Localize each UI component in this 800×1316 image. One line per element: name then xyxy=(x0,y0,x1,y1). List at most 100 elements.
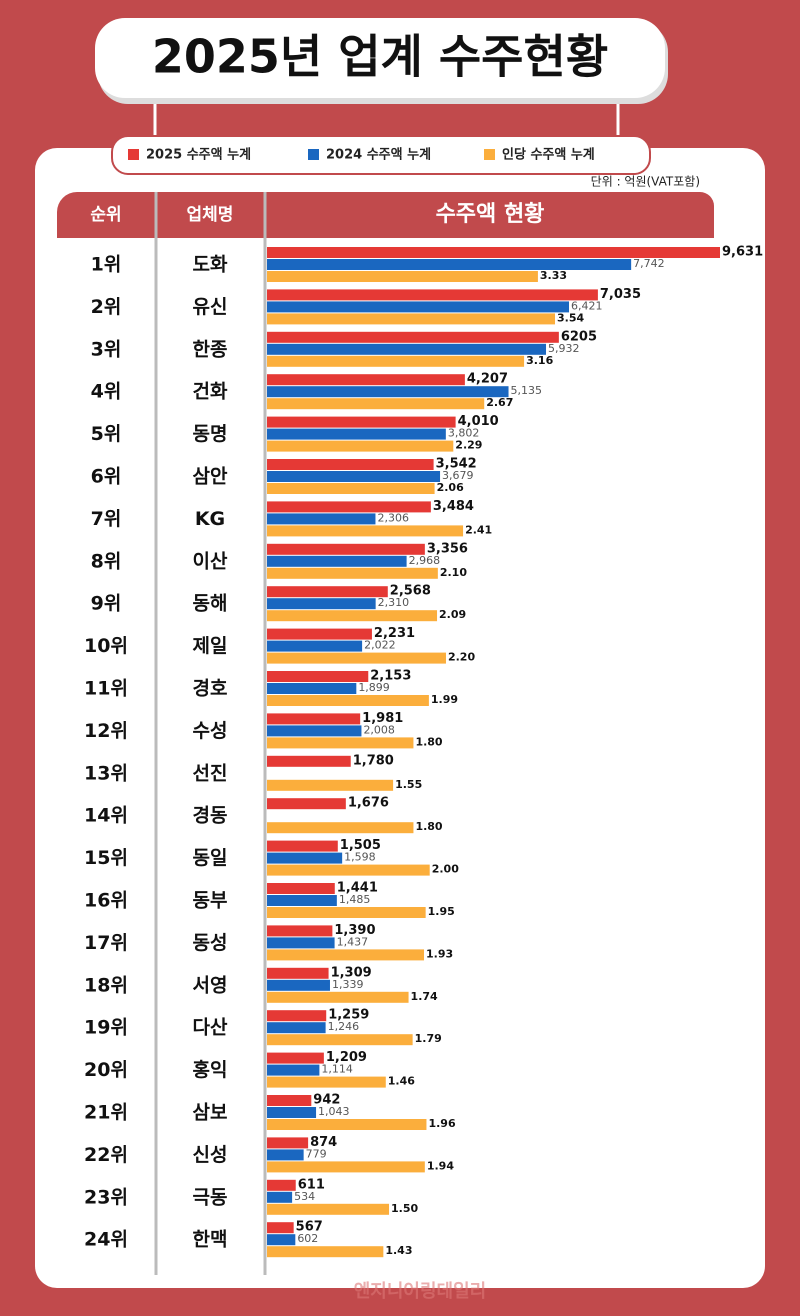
column-header: 업체명 xyxy=(187,205,234,225)
value-label: 1.80 xyxy=(415,820,442,833)
value-label: 1,043 xyxy=(318,1105,350,1118)
bar xyxy=(267,459,434,470)
bar xyxy=(267,471,441,482)
value-label: 1,441 xyxy=(337,881,378,896)
company-label: 다산 xyxy=(193,1017,228,1039)
company-label: 도화 xyxy=(193,254,228,276)
rank-label: 12위 xyxy=(84,720,128,742)
company-label: 동일 xyxy=(193,847,228,869)
rank-label: 23위 xyxy=(84,1186,128,1208)
legend-label: 인당 수주액 누계 xyxy=(502,147,595,163)
legend-swatch xyxy=(308,149,319,160)
bar xyxy=(267,301,570,313)
value-label: 1.50 xyxy=(391,1202,418,1215)
bar xyxy=(267,840,338,852)
company-label: 동성 xyxy=(193,932,228,954)
rank-label: 2위 xyxy=(91,296,122,318)
bar xyxy=(267,883,335,894)
bar xyxy=(267,386,509,398)
rank-label: 18위 xyxy=(84,974,128,996)
company-label: 유신 xyxy=(193,296,228,318)
rank-label: 13위 xyxy=(84,762,128,784)
legend-label: 2025 수주액 누계 xyxy=(146,148,251,163)
value-label: 7,035 xyxy=(600,287,641,302)
bar xyxy=(267,1191,293,1203)
bar xyxy=(267,416,456,428)
bar xyxy=(267,483,435,494)
company-label: 삼보 xyxy=(193,1102,228,1124)
bar xyxy=(267,1222,294,1234)
bar xyxy=(267,979,330,991)
company-label: 홍익 xyxy=(193,1058,228,1081)
bar xyxy=(267,555,407,567)
bar xyxy=(267,683,357,694)
bar xyxy=(267,289,598,301)
bar xyxy=(267,755,351,767)
value-label: 7,742 xyxy=(633,257,665,270)
bar xyxy=(267,1095,312,1106)
company-label: 동부 xyxy=(193,890,228,912)
value-label: 9,631 xyxy=(722,245,763,260)
legend-swatch xyxy=(128,149,139,160)
value-label: 2.10 xyxy=(440,566,467,579)
value-label: 1,505 xyxy=(340,838,381,853)
title-box xyxy=(95,18,665,98)
bar xyxy=(267,355,525,367)
bar xyxy=(267,1203,390,1215)
bar xyxy=(267,907,426,918)
value-label: 1.99 xyxy=(431,693,458,706)
value-label: 1,676 xyxy=(348,796,389,811)
company-label: 이산 xyxy=(193,550,228,572)
value-label: 2.29 xyxy=(455,439,482,452)
bar xyxy=(267,1010,327,1022)
value-label: 6,421 xyxy=(571,299,603,312)
company-label: 한종 xyxy=(193,338,228,360)
value-label: 2.09 xyxy=(439,608,466,621)
unit-note: 단위 : 억원(VAT포함) xyxy=(591,175,700,189)
company-label: 한맥 xyxy=(193,1229,228,1251)
bar xyxy=(267,1179,296,1191)
rank-label: 19위 xyxy=(84,1017,128,1039)
value-label: 874 xyxy=(310,1135,337,1150)
bar xyxy=(267,501,431,513)
value-label: 3,484 xyxy=(433,499,474,514)
bar xyxy=(267,967,329,979)
header-bar xyxy=(57,192,714,238)
value-label: 779 xyxy=(306,1147,327,1160)
rank-label: 10위 xyxy=(84,635,128,657)
value-label: 5,135 xyxy=(511,384,543,397)
bar xyxy=(267,513,376,525)
column-header: 수주액 현황 xyxy=(436,202,545,227)
value-label: 1,259 xyxy=(328,1008,369,1023)
bar xyxy=(267,737,414,749)
bar xyxy=(267,1052,324,1064)
bar xyxy=(267,1149,304,1161)
bar xyxy=(267,991,409,1003)
bar xyxy=(267,259,632,270)
value-label: 4,010 xyxy=(458,414,499,429)
rank-label: 15위 xyxy=(84,847,128,869)
company-label: 극동 xyxy=(193,1186,228,1208)
value-label: 602 xyxy=(297,1232,318,1245)
value-label: 2,008 xyxy=(363,723,395,736)
rank-label: 20위 xyxy=(84,1059,128,1081)
value-label: 2,306 xyxy=(377,511,409,524)
bar xyxy=(267,713,361,725)
value-label: 1.80 xyxy=(415,735,442,748)
bar xyxy=(267,779,394,791)
bar xyxy=(267,822,414,834)
value-label: 2,153 xyxy=(370,669,411,684)
bar xyxy=(267,271,538,282)
value-label: 6205 xyxy=(561,329,597,344)
value-label: 1,981 xyxy=(362,711,403,726)
value-label: 1.93 xyxy=(426,947,453,960)
bar xyxy=(267,567,438,579)
company-label: 경호 xyxy=(193,678,228,700)
value-label: 1.95 xyxy=(428,905,455,918)
card xyxy=(35,148,765,1288)
value-label: 1,339 xyxy=(332,978,364,991)
bar xyxy=(267,725,362,737)
company-label: 수성 xyxy=(193,720,228,742)
bar xyxy=(267,671,369,682)
